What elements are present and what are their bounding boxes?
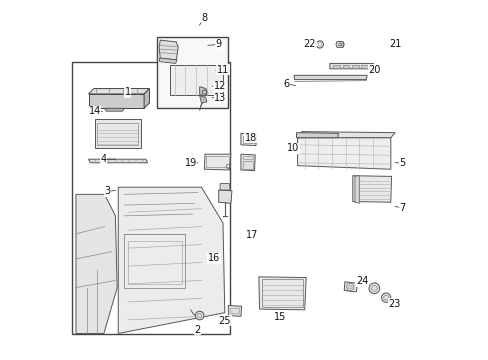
Polygon shape — [335, 41, 344, 47]
Polygon shape — [199, 87, 207, 96]
Bar — [128, 241, 182, 284]
Text: 4: 4 — [101, 154, 107, 164]
Bar — [351, 64, 358, 68]
Text: 21: 21 — [389, 40, 401, 49]
Bar — [242, 156, 253, 159]
Polygon shape — [144, 89, 149, 108]
Circle shape — [195, 311, 203, 320]
Polygon shape — [220, 184, 230, 190]
Bar — [156, 37, 228, 108]
Polygon shape — [88, 159, 147, 163]
Bar — [333, 64, 339, 68]
Polygon shape — [329, 63, 373, 69]
Bar — [94, 119, 141, 148]
Text: 15: 15 — [273, 312, 285, 322]
Bar — [242, 135, 254, 143]
Polygon shape — [104, 108, 124, 111]
Text: 13: 13 — [214, 93, 226, 103]
Text: 7: 7 — [398, 203, 405, 213]
Bar — [242, 161, 253, 168]
Bar — [230, 308, 239, 314]
Bar — [169, 65, 223, 95]
Text: 24: 24 — [355, 276, 367, 286]
Circle shape — [368, 283, 379, 294]
Text: 17: 17 — [245, 230, 257, 239]
Text: 23: 23 — [387, 299, 400, 309]
Text: 19: 19 — [184, 158, 197, 168]
Text: 2: 2 — [194, 325, 200, 335]
Text: 22: 22 — [303, 40, 315, 49]
Text: 14: 14 — [88, 106, 101, 116]
Text: 16: 16 — [207, 253, 220, 263]
Text: 25: 25 — [218, 316, 230, 325]
Polygon shape — [76, 194, 117, 333]
Bar — [97, 123, 137, 145]
Bar — [261, 279, 303, 307]
Text: 8: 8 — [201, 13, 207, 23]
Polygon shape — [228, 306, 241, 316]
Polygon shape — [204, 154, 230, 170]
Polygon shape — [344, 282, 357, 292]
Text: 6: 6 — [283, 79, 289, 89]
Polygon shape — [159, 58, 177, 63]
Polygon shape — [118, 187, 224, 333]
Polygon shape — [296, 133, 338, 138]
Text: 10: 10 — [286, 143, 299, 153]
Text: 18: 18 — [244, 133, 257, 143]
Polygon shape — [159, 40, 178, 60]
Bar — [361, 64, 367, 68]
Text: 11: 11 — [216, 64, 229, 75]
Bar — [342, 64, 348, 68]
Polygon shape — [199, 96, 206, 103]
Text: 9: 9 — [215, 40, 221, 49]
Polygon shape — [88, 94, 144, 108]
Polygon shape — [293, 75, 366, 80]
Text: 5: 5 — [398, 158, 405, 168]
Polygon shape — [241, 134, 256, 145]
Polygon shape — [218, 190, 231, 203]
Polygon shape — [297, 132, 394, 138]
Polygon shape — [88, 89, 149, 94]
Text: 1: 1 — [124, 87, 131, 97]
Polygon shape — [241, 154, 255, 171]
Circle shape — [381, 293, 390, 302]
Polygon shape — [354, 176, 359, 203]
Bar — [124, 234, 185, 288]
Text: 3: 3 — [104, 186, 110, 197]
Polygon shape — [258, 277, 305, 310]
Bar — [72, 62, 230, 334]
Polygon shape — [352, 176, 391, 202]
Bar — [205, 156, 228, 167]
Text: 12: 12 — [213, 81, 226, 91]
Text: 20: 20 — [367, 64, 380, 75]
Polygon shape — [297, 138, 390, 169]
